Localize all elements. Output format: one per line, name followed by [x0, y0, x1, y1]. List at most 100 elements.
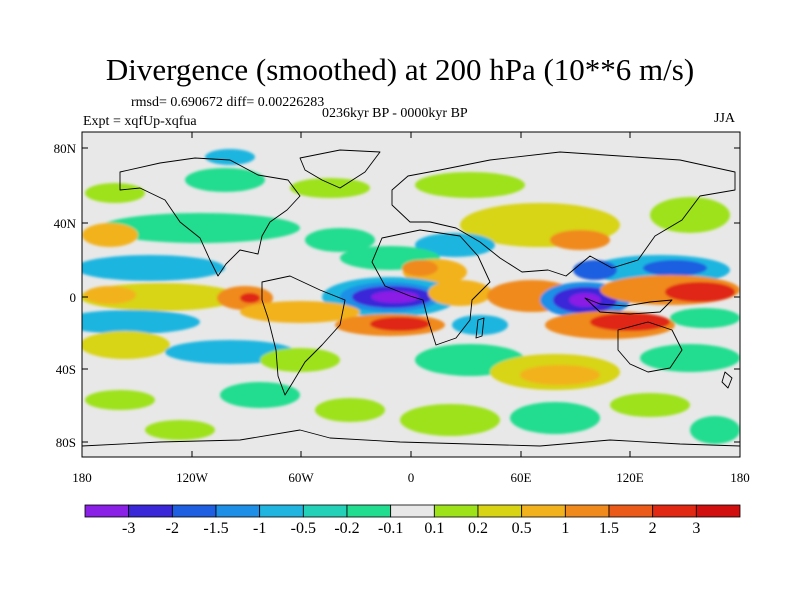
- colorbar-swatch: [564, 504, 610, 518]
- field-patch: [205, 149, 255, 165]
- lat-tick-label: 80S: [56, 435, 76, 450]
- divergence-field: [82, 149, 740, 444]
- field-patch: [240, 301, 360, 323]
- colorbar-label: 0.1: [424, 520, 444, 537]
- coast-eurasia: [391, 151, 736, 277]
- lat-tick-label: 40S: [56, 362, 76, 377]
- field-patch: [100, 213, 300, 243]
- field-patch: [85, 183, 145, 203]
- field-patch: [84, 286, 136, 304]
- coast-north-america: [119, 157, 301, 277]
- colorbar-label: 0.5: [512, 520, 532, 537]
- field-patch: [82, 223, 138, 247]
- colorbar-label: -2: [166, 520, 179, 537]
- colorbar-label: -1.5: [203, 520, 228, 537]
- lat-tick-label: 80N: [54, 141, 77, 156]
- colorbar-swatch: [171, 504, 217, 518]
- field-patch: [85, 390, 155, 410]
- field-patch: [82, 310, 200, 334]
- colorbar-swatch: [652, 504, 697, 518]
- stats-line: rmsd= 0.690672 diff= 0.00226283: [131, 95, 325, 110]
- field-patch: [240, 293, 260, 303]
- field-patch: [569, 293, 601, 307]
- coast-antarctica: [82, 429, 740, 447]
- latitude-axis: 80N 40N 0 40S 80S: [54, 141, 740, 450]
- field-patch: [370, 317, 430, 331]
- field-patch: [400, 404, 500, 436]
- map-area: [82, 132, 740, 457]
- colorbar-swatch: [259, 504, 304, 518]
- colorbar-swatch: [433, 504, 479, 518]
- field-patch: [145, 420, 215, 440]
- coastlines: [82, 149, 740, 447]
- colorbar-swatch: [477, 504, 523, 518]
- field-patch: [315, 398, 385, 422]
- field-patch: [665, 282, 735, 302]
- lon-tick-label: 60E: [511, 470, 532, 485]
- lon-tick-label: 120E: [616, 470, 644, 485]
- lat-tick-label: 0: [70, 290, 77, 305]
- lon-tick-label: 180: [730, 470, 750, 485]
- colorbar-label: -3: [122, 520, 135, 537]
- colorbar: -3 -2 -1.5 -1 -0.5 -0.2 -0.1 0.1 0.2 0.5 1 1.5 2 3: [84, 504, 741, 537]
- colorbar-label: -0.2: [334, 520, 359, 537]
- longitude-axis: 180 120W 60W 0 60E 120E 180: [72, 132, 750, 485]
- field-patch: [670, 308, 740, 328]
- coast-africa: [371, 229, 491, 346]
- field-patch: [82, 331, 170, 359]
- coast-maritime-continent: [584, 297, 673, 315]
- field-patch: [305, 228, 375, 252]
- colorbar-swatch: [521, 504, 566, 518]
- field-patch: [185, 168, 265, 192]
- colorbar-swatch: [390, 504, 435, 518]
- field-patch: [220, 382, 300, 408]
- field-patch: [510, 402, 600, 434]
- lat-tick-label: 40N: [54, 216, 77, 231]
- field-patch: [428, 280, 492, 306]
- colorbar-swatch: [695, 504, 741, 518]
- lon-tick-label: 60W: [288, 470, 314, 485]
- colorbar-swatch: [608, 504, 654, 518]
- field-patch: [260, 348, 340, 372]
- colorbar-label: 2: [649, 520, 657, 537]
- field-patch: [640, 344, 740, 372]
- field-patch: [402, 260, 438, 276]
- field-patch: [550, 230, 610, 250]
- coast-greenland: [299, 149, 381, 189]
- lon-tick-label: 180: [72, 470, 92, 485]
- coast-madagascar: [475, 317, 485, 339]
- colorbar-label: -0.5: [291, 520, 316, 537]
- colorbar-label: -0.1: [378, 520, 403, 537]
- field-patch: [643, 260, 707, 276]
- coast-south-america: [261, 275, 346, 396]
- field-patch: [290, 178, 370, 198]
- plot-title: Divergence (smoothed) at 200 hPa (10**6 …: [105, 52, 695, 87]
- field-patch: [452, 315, 508, 335]
- colorbar-swatch: [346, 504, 392, 518]
- field-patch: [573, 260, 617, 280]
- field-patch: [82, 255, 225, 281]
- colorbar-label: -1: [253, 520, 266, 537]
- colorbar-label: 1.5: [599, 520, 619, 537]
- season-label: JJA: [714, 111, 736, 126]
- colorbar-swatch: [84, 504, 130, 518]
- field-patch: [415, 172, 525, 198]
- colorbar-label: 0.2: [468, 520, 488, 537]
- field-patch: [650, 197, 730, 233]
- colorbar-label: 3: [692, 520, 700, 537]
- lon-tick-label: 120W: [176, 470, 209, 485]
- period-line: 0236kyr BP - 0000kyr BP: [322, 106, 468, 121]
- colorbar-swatch: [302, 504, 348, 518]
- colorbar-label: 1: [561, 520, 569, 537]
- coast-australia: [617, 321, 683, 373]
- field-patch: [520, 365, 600, 385]
- colorbar-swatch: [128, 504, 173, 518]
- colorbar-swatch: [215, 504, 261, 518]
- field-patch: [610, 393, 690, 417]
- coast-new-zealand: [721, 371, 733, 389]
- field-patch: [590, 313, 670, 331]
- lon-tick-label: 0: [408, 470, 415, 485]
- field-patch: [690, 416, 740, 444]
- experiment-line: Expt = xqfUp-xqfua: [83, 114, 197, 129]
